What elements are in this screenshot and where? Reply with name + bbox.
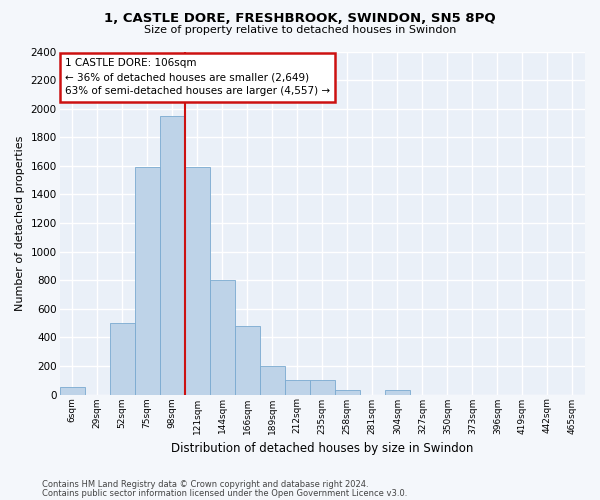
Bar <box>185 168 210 394</box>
Bar <box>210 280 235 394</box>
Bar <box>134 168 160 394</box>
Bar <box>235 326 260 394</box>
Bar <box>59 388 85 394</box>
Text: 1 CASTLE DORE: 106sqm
← 36% of detached houses are smaller (2,649)
63% of semi-d: 1 CASTLE DORE: 106sqm ← 36% of detached … <box>65 58 330 96</box>
Text: 1, CASTLE DORE, FRESHBROOK, SWINDON, SN5 8PQ: 1, CASTLE DORE, FRESHBROOK, SWINDON, SN5… <box>104 12 496 26</box>
Bar <box>285 380 310 394</box>
Bar <box>335 390 360 394</box>
Y-axis label: Number of detached properties: Number of detached properties <box>15 136 25 310</box>
Bar <box>110 323 134 394</box>
Bar <box>160 116 185 394</box>
X-axis label: Distribution of detached houses by size in Swindon: Distribution of detached houses by size … <box>171 442 473 455</box>
Bar <box>385 390 410 394</box>
Text: Contains public sector information licensed under the Open Government Licence v3: Contains public sector information licen… <box>42 489 407 498</box>
Text: Size of property relative to detached houses in Swindon: Size of property relative to detached ho… <box>144 25 456 35</box>
Bar <box>310 380 335 394</box>
Bar <box>260 366 285 394</box>
Text: Contains HM Land Registry data © Crown copyright and database right 2024.: Contains HM Land Registry data © Crown c… <box>42 480 368 489</box>
